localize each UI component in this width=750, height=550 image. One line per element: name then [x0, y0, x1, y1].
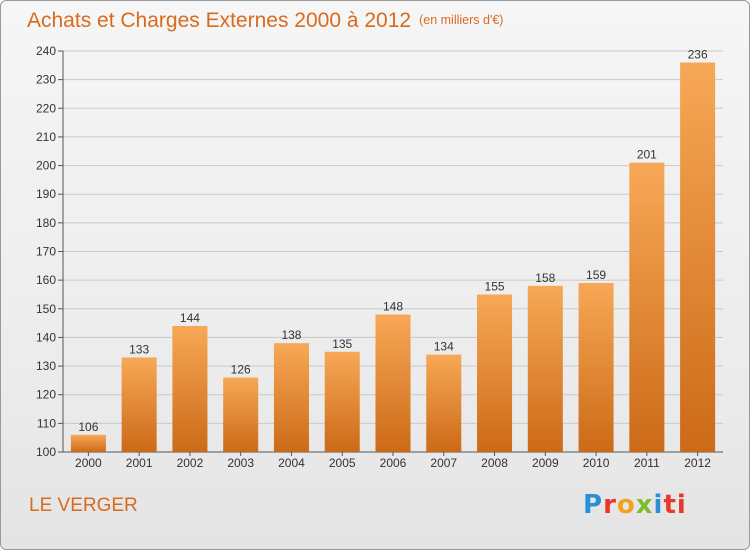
y-tick-label: 190: [36, 187, 56, 201]
value-label-2011: 201: [637, 148, 657, 162]
x-tick-label-2009: 2009: [532, 456, 559, 470]
chart-title-text: Achats et Charges Externes 2000 à 2012: [27, 9, 412, 32]
y-tick-label: 180: [36, 216, 56, 230]
x-tick-label-2012: 2012: [684, 456, 711, 470]
x-tick-label-2000: 2000: [75, 456, 102, 470]
value-label-2010: 159: [586, 268, 606, 282]
value-label-2003: 126: [231, 363, 251, 377]
city-name: LE VERGER: [29, 495, 138, 516]
value-label-2007: 134: [434, 340, 454, 354]
bar-2010: [578, 283, 614, 452]
bar-2007: [426, 354, 462, 452]
x-tick-label-2002: 2002: [177, 456, 204, 470]
value-label-2005: 135: [332, 337, 352, 351]
bar-2000: [70, 434, 106, 452]
x-tick-label-2008: 2008: [481, 456, 508, 470]
x-tick-label-2011: 2011: [634, 456, 660, 470]
bar-2003: [223, 377, 259, 452]
y-tick-label: 100: [36, 445, 56, 459]
bar-2008: [477, 294, 513, 452]
value-label-2004: 138: [281, 328, 301, 342]
y-tick-label: 150: [36, 302, 56, 316]
proxiti-logo: Proxiti: [583, 490, 687, 520]
value-label-2006: 148: [383, 300, 403, 314]
x-tick-label-2006: 2006: [380, 456, 407, 470]
y-tick-label: 200: [36, 159, 56, 173]
y-tick-label: 210: [36, 130, 56, 144]
bar-2005: [324, 351, 360, 452]
y-tick-label: 230: [36, 73, 56, 87]
value-label-2001: 133: [129, 342, 149, 356]
x-tick-label-2004: 2004: [278, 456, 305, 470]
x-tick-label-2007: 2007: [430, 456, 457, 470]
bar-2009: [527, 285, 563, 452]
value-label-2012: 236: [688, 47, 708, 61]
x-tick-label-2003: 2003: [227, 456, 254, 470]
bar-2012: [680, 62, 716, 452]
x-tick-label-2010: 2010: [583, 456, 610, 470]
y-tick-label: 130: [36, 359, 56, 373]
value-label-2002: 144: [180, 311, 200, 325]
x-tick-label-2001: 2001: [126, 456, 153, 470]
value-labels: 106 133 144 126 138 135 148 134 155 158 159 201 236: [78, 47, 708, 433]
y-tick-label: 160: [36, 273, 56, 287]
y-tick-label: 240: [36, 44, 56, 58]
chart-unit: (en milliers d'€): [419, 13, 504, 27]
bar-2011: [629, 162, 665, 452]
y-tick-label: 170: [36, 245, 56, 259]
bar-2006: [375, 314, 411, 452]
value-label-2009: 158: [535, 271, 555, 285]
bar-2001: [121, 357, 157, 452]
x-tick-label-2005: 2005: [329, 456, 356, 470]
y-tick-label: 120: [36, 388, 56, 402]
y-tick-label: 110: [37, 416, 56, 430]
y-tick-label: 140: [36, 330, 56, 344]
bars: [70, 62, 716, 452]
bar-2002: [172, 325, 208, 452]
value-label-2000: 106: [78, 420, 98, 434]
y-tick-label: 220: [36, 101, 56, 115]
bar-2004: [273, 343, 309, 452]
value-label-2008: 155: [485, 279, 505, 293]
chart-title: Achats et Charges Externes 2000 à 2012 (e…: [27, 9, 503, 33]
